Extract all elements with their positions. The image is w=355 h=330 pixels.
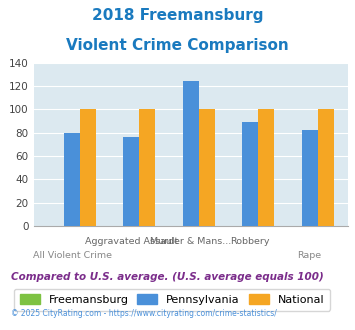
Bar bbox=[318, 109, 334, 226]
Text: Rape: Rape bbox=[297, 251, 322, 260]
Bar bbox=[242, 122, 258, 226]
Bar bbox=[183, 82, 199, 226]
Text: © 2025 CityRating.com - https://www.cityrating.com/crime-statistics/: © 2025 CityRating.com - https://www.city… bbox=[11, 309, 277, 317]
Text: 2018 Freemansburg: 2018 Freemansburg bbox=[92, 8, 263, 23]
Text: Compared to U.S. average. (U.S. average equals 100): Compared to U.S. average. (U.S. average … bbox=[11, 272, 323, 282]
Bar bbox=[140, 109, 155, 226]
Bar bbox=[124, 137, 140, 226]
Text: Aggravated Assault: Aggravated Assault bbox=[85, 237, 178, 246]
Text: Murder & Mans...: Murder & Mans... bbox=[150, 237, 231, 246]
Bar bbox=[199, 109, 215, 226]
Text: Robbery: Robbery bbox=[230, 237, 270, 246]
Legend: Freemansburg, Pennsylvania, National: Freemansburg, Pennsylvania, National bbox=[14, 289, 330, 311]
Bar bbox=[258, 109, 274, 226]
Text: All Violent Crime: All Violent Crime bbox=[33, 251, 111, 260]
Text: Violent Crime Comparison: Violent Crime Comparison bbox=[66, 38, 289, 53]
Bar bbox=[301, 130, 318, 226]
Bar bbox=[80, 109, 96, 226]
Bar bbox=[64, 133, 80, 226]
